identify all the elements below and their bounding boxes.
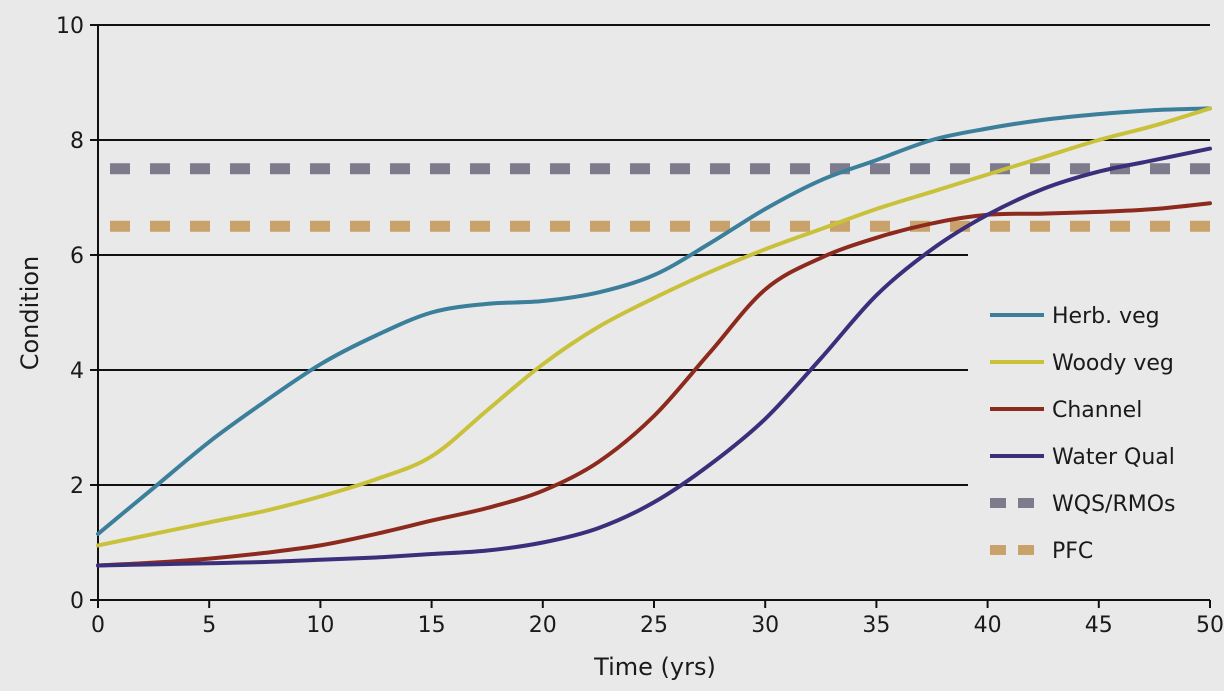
x-tick-label: 50: [1196, 613, 1224, 638]
legend-label: Herb. veg: [1052, 304, 1160, 329]
x-tick-label: 0: [91, 613, 105, 638]
x-tick-label: 35: [862, 613, 890, 638]
y-tick-label: 2: [70, 474, 84, 499]
x-axis-title: Time (yrs): [593, 653, 716, 681]
y-tick-label: 4: [70, 359, 84, 384]
x-tick-label: 10: [306, 613, 334, 638]
gridlines: [98, 24, 1210, 486]
legend-item-herb-veg: Herb. veg: [990, 304, 1160, 329]
legend-item-water-qual: Water Qual: [990, 445, 1175, 470]
legend-label: WQS/RMOs: [1052, 492, 1176, 517]
legend-label: PFC: [1052, 539, 1093, 564]
legend-label: Water Qual: [1052, 445, 1175, 470]
x-tick-label: 25: [640, 613, 668, 638]
y-tick-label: 8: [70, 129, 84, 154]
series-lines: [96, 106, 1212, 568]
x-tick-label: 20: [529, 613, 557, 638]
series-line-water-qual: [96, 146, 1212, 568]
series-line-channel: [96, 201, 1212, 568]
x-tick-label: 45: [1085, 613, 1113, 638]
x-tick-label: 5: [202, 613, 216, 638]
y-tick-label: 6: [70, 244, 84, 269]
y-axis-title: Condition: [16, 256, 44, 371]
x-tick-label: 30: [751, 613, 779, 638]
y-tick-label: 10: [56, 14, 84, 39]
legend-label: Channel: [1052, 398, 1142, 423]
legend-item-woody-veg: Woody veg: [990, 351, 1174, 376]
axes: 0 2 4 6 8 10 0 5 10 15 20 25 30 35 40 45 50: [56, 14, 1224, 638]
legend-item-channel: Channel: [990, 398, 1142, 423]
x-tick-label: 40: [974, 613, 1002, 638]
series-line-woody-veg: [96, 106, 1212, 548]
series-line-herb-veg: [96, 106, 1212, 536]
legend: Herb. veg Woody veg Channel Water Qual WQS/R…: [990, 304, 1176, 564]
y-tick-label: 0: [70, 589, 84, 614]
x-tick-label: 15: [418, 613, 446, 638]
legend-item-pfc: PFC: [990, 539, 1093, 564]
legend-item-wqs-rmos: WQS/RMOs: [990, 492, 1176, 517]
legend-label: Woody veg: [1052, 351, 1174, 376]
